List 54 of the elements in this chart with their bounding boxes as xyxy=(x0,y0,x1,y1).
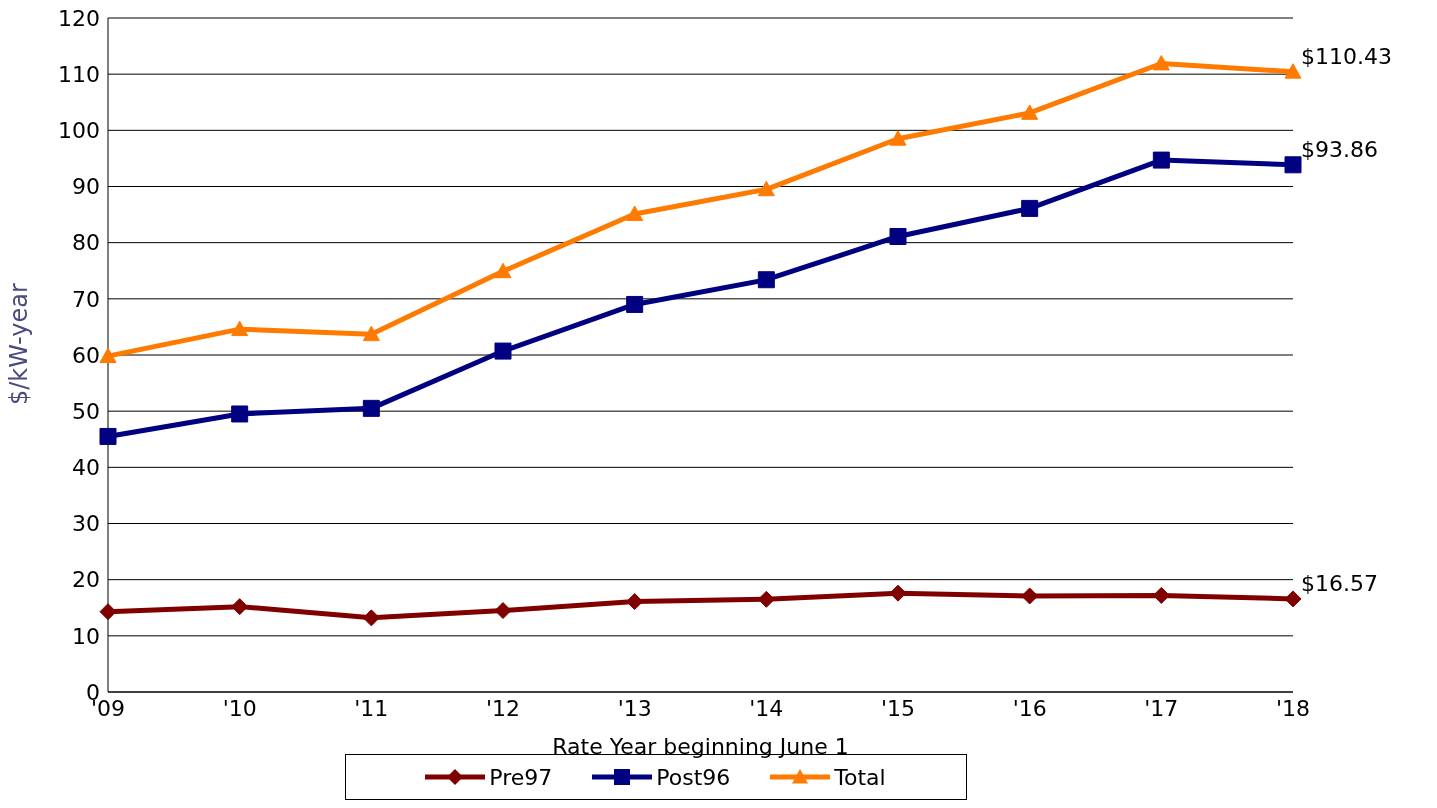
point xyxy=(1284,63,1302,79)
x-tick-label: '16 xyxy=(1012,695,1047,721)
point xyxy=(757,180,775,197)
point xyxy=(757,271,775,289)
y-tick-label: 90 xyxy=(72,174,100,200)
data-label: $93.86 xyxy=(1301,136,1378,162)
point xyxy=(99,347,117,364)
x-tick-label: '12 xyxy=(485,695,521,721)
y-tick-label: 80 xyxy=(72,230,100,256)
point xyxy=(494,342,512,360)
point xyxy=(889,227,907,245)
point xyxy=(889,130,907,146)
point xyxy=(1021,104,1039,120)
y-tick-label: 10 xyxy=(72,623,100,649)
point xyxy=(362,399,380,417)
point xyxy=(1284,156,1302,174)
y-axis-title: $/kW-year xyxy=(4,283,33,405)
y-tick-label: 70 xyxy=(72,286,100,312)
legend-label: Total xyxy=(834,764,886,790)
point xyxy=(231,598,249,616)
x-tick-label: '13 xyxy=(617,695,652,721)
y-tick-label: 40 xyxy=(72,455,100,481)
point xyxy=(494,602,512,620)
point xyxy=(362,609,380,627)
x-tick-label: '15 xyxy=(880,695,916,721)
y-tick-label: 20 xyxy=(72,567,100,593)
y-tick-label: 120 xyxy=(58,5,100,31)
y-tick-label: 100 xyxy=(58,118,100,144)
x-tick-label: '18 xyxy=(1275,695,1311,721)
legend-label: Post96 xyxy=(656,764,731,790)
point xyxy=(362,325,380,342)
point xyxy=(99,427,117,445)
point xyxy=(1021,199,1039,217)
x-tick-label: '17 xyxy=(1144,695,1179,721)
y-tick-label: 110 xyxy=(58,61,100,87)
x-tick-label: '14 xyxy=(749,695,784,721)
y-tick-label: 60 xyxy=(72,342,100,368)
point xyxy=(626,295,644,313)
point xyxy=(494,262,512,279)
data-label: $16.57 xyxy=(1301,570,1378,596)
x-tick-label: '11 xyxy=(354,695,389,721)
point xyxy=(626,205,644,221)
point xyxy=(1152,151,1170,169)
x-axis-title: Rate Year beginning June 1 xyxy=(552,734,849,759)
x-tick-label: '10 xyxy=(222,695,257,721)
point xyxy=(1152,55,1170,71)
legend-label: Pre97 xyxy=(489,764,553,790)
point xyxy=(626,593,644,611)
data-label: $110.43 xyxy=(1301,43,1392,69)
y-tick-label: 50 xyxy=(72,398,100,424)
point xyxy=(231,320,249,337)
point xyxy=(1284,590,1302,608)
point xyxy=(231,405,249,423)
y-tick-label: 30 xyxy=(72,511,100,537)
